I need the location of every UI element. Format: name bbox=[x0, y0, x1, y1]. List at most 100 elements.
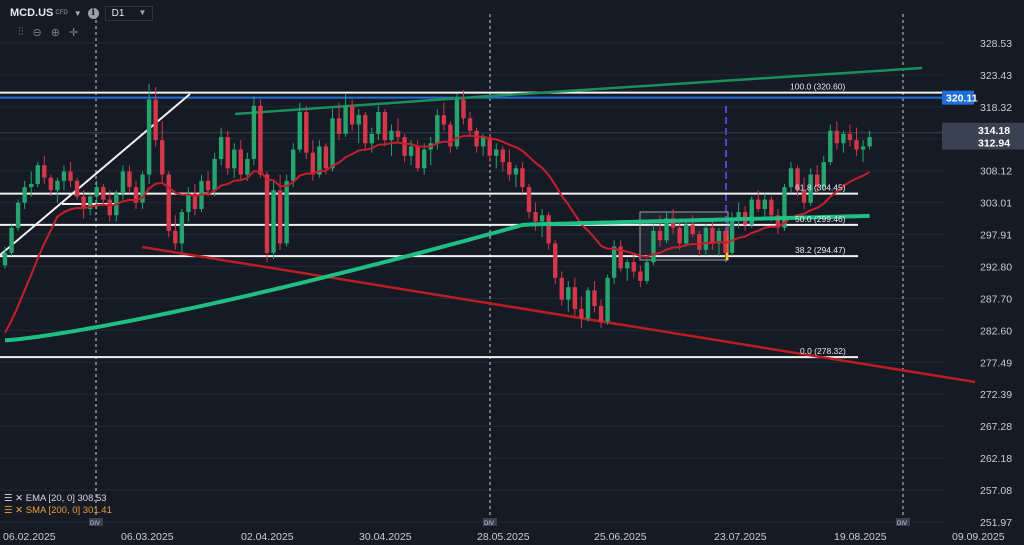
timeframe-select[interactable]: D1 ▼ bbox=[104, 5, 154, 21]
candle-body bbox=[107, 199, 112, 216]
fib-level-label: 61.8 (304.45) bbox=[795, 183, 846, 193]
candle-body bbox=[494, 149, 499, 156]
candle-body bbox=[684, 224, 689, 244]
candle-body bbox=[225, 137, 230, 169]
price-tag bbox=[942, 90, 974, 105]
timeframe-label: D1 bbox=[111, 7, 125, 19]
candle-body bbox=[815, 174, 820, 188]
candle-body bbox=[467, 118, 473, 131]
y-tick-label: 251.97 bbox=[980, 517, 1012, 529]
candle-body bbox=[9, 227, 14, 253]
level-labels: 100.0 (320.60) 61.8 (304.45) 50.0 (299.46)… bbox=[790, 82, 846, 357]
candle-body bbox=[310, 152, 316, 175]
candle-body bbox=[834, 130, 840, 144]
candle-body bbox=[42, 165, 47, 178]
candle-body bbox=[297, 112, 302, 150]
candle-body bbox=[736, 212, 741, 219]
candle-body bbox=[690, 224, 695, 235]
candle-body bbox=[48, 177, 54, 191]
ema-legend-item[interactable]: ☰ ✕ EMA [20, 0] 308.53 bbox=[4, 493, 107, 504]
y-tick-label: 282.60 bbox=[980, 325, 1012, 337]
candle-body bbox=[330, 118, 335, 169]
y-tick-label: 262.18 bbox=[980, 453, 1012, 465]
candle-body bbox=[441, 115, 447, 125]
candle-body bbox=[644, 262, 650, 281]
timeframe-dropdown-icon: ▼ bbox=[138, 7, 147, 17]
y-tick-label: 308.12 bbox=[980, 166, 1012, 178]
fib-level-label: 100.0 (320.60) bbox=[790, 82, 845, 92]
candle-body bbox=[454, 99, 460, 147]
crosshair-icon[interactable]: ✛ bbox=[68, 27, 79, 39]
candle-body bbox=[775, 215, 781, 228]
candle-body bbox=[841, 133, 846, 144]
candle-body bbox=[277, 190, 283, 244]
candle-body bbox=[474, 130, 479, 147]
ema-legend-text: EMA [20, 0] 308.53 bbox=[25, 493, 107, 504]
candle-body bbox=[487, 137, 492, 156]
dividend-marker bbox=[483, 518, 497, 526]
candle-body bbox=[343, 105, 348, 134]
candle-body bbox=[245, 158, 250, 175]
candle-body bbox=[618, 246, 623, 269]
candle-body bbox=[238, 149, 243, 175]
candle-body bbox=[572, 287, 578, 310]
event-lines bbox=[95, 14, 904, 516]
candle-body bbox=[513, 168, 519, 175]
y-tick-label: 323.43 bbox=[980, 70, 1012, 82]
candle-body bbox=[317, 146, 322, 175]
candle-body bbox=[756, 199, 761, 209]
candle-body bbox=[186, 193, 191, 213]
candle-body bbox=[376, 112, 381, 134]
dividend-marker-label: DIV bbox=[90, 521, 100, 527]
dividend-marker-label: DIV bbox=[897, 521, 907, 527]
candle-body bbox=[500, 149, 505, 163]
indicator-legend: ☰ ✕ EMA [20, 0] 308.53 ☰ ✕ SMA [200, 0] … bbox=[4, 493, 112, 517]
y-tick-label: 303.01 bbox=[980, 198, 1012, 210]
candle-body bbox=[422, 149, 427, 169]
candle-body bbox=[173, 230, 178, 244]
candle-body bbox=[251, 105, 257, 159]
x-tick-label: 19.08.2025 bbox=[834, 531, 887, 543]
sma-legend-item[interactable]: ☰ ✕ SMA [200, 0] 301.41 bbox=[4, 505, 112, 516]
candle-body bbox=[160, 140, 165, 175]
candle-body bbox=[854, 140, 859, 150]
y-tick-label: 267.28 bbox=[980, 421, 1012, 433]
y-tick-label: 292.80 bbox=[980, 262, 1012, 274]
symbol-dropdown-icon[interactable]: ▼ bbox=[73, 8, 82, 18]
candle-body bbox=[749, 199, 754, 225]
candle-body bbox=[677, 227, 682, 244]
candle-body bbox=[625, 262, 630, 269]
x-tick-label: 23.07.2025 bbox=[714, 531, 767, 543]
price-tag bbox=[942, 122, 1024, 137]
zoom-in-icon[interactable]: ⊕ bbox=[50, 27, 60, 39]
candle-body bbox=[264, 174, 270, 253]
grid-lines bbox=[0, 42, 945, 523]
fib-level-label: 50.0 (299.46) bbox=[795, 214, 846, 224]
candle-body bbox=[710, 227, 715, 244]
candle-body bbox=[788, 168, 794, 188]
candle-body bbox=[435, 115, 440, 144]
chart-toolbar: MCD.US CFD ▼ i D1 ▼ bbox=[10, 4, 154, 22]
candle-body bbox=[127, 171, 132, 188]
bar-chart-icon[interactable]: ⫶⫶ bbox=[18, 26, 24, 38]
candle-body bbox=[74, 180, 80, 197]
candle-body bbox=[363, 115, 368, 144]
symbol-name[interactable]: MCD.US bbox=[10, 7, 54, 19]
candle-body bbox=[81, 196, 86, 209]
candle-body bbox=[631, 262, 636, 272]
zoom-out-icon[interactable]: ⊖ bbox=[32, 27, 42, 39]
candle-body bbox=[304, 112, 309, 153]
channel-line bbox=[0, 93, 191, 256]
candle-body bbox=[729, 218, 735, 253]
y-tick-label: 328.53 bbox=[980, 38, 1012, 50]
y-tick-label: 272.39 bbox=[980, 389, 1012, 401]
candle-body bbox=[408, 146, 414, 156]
x-tick-label: 06.03.2025 bbox=[121, 531, 174, 543]
price-tag-label: 312.94 bbox=[978, 138, 1010, 150]
info-icon[interactable]: i bbox=[87, 7, 99, 19]
lower-trendline bbox=[141, 245, 976, 384]
candle-body bbox=[94, 187, 99, 197]
candle-body bbox=[448, 124, 453, 147]
